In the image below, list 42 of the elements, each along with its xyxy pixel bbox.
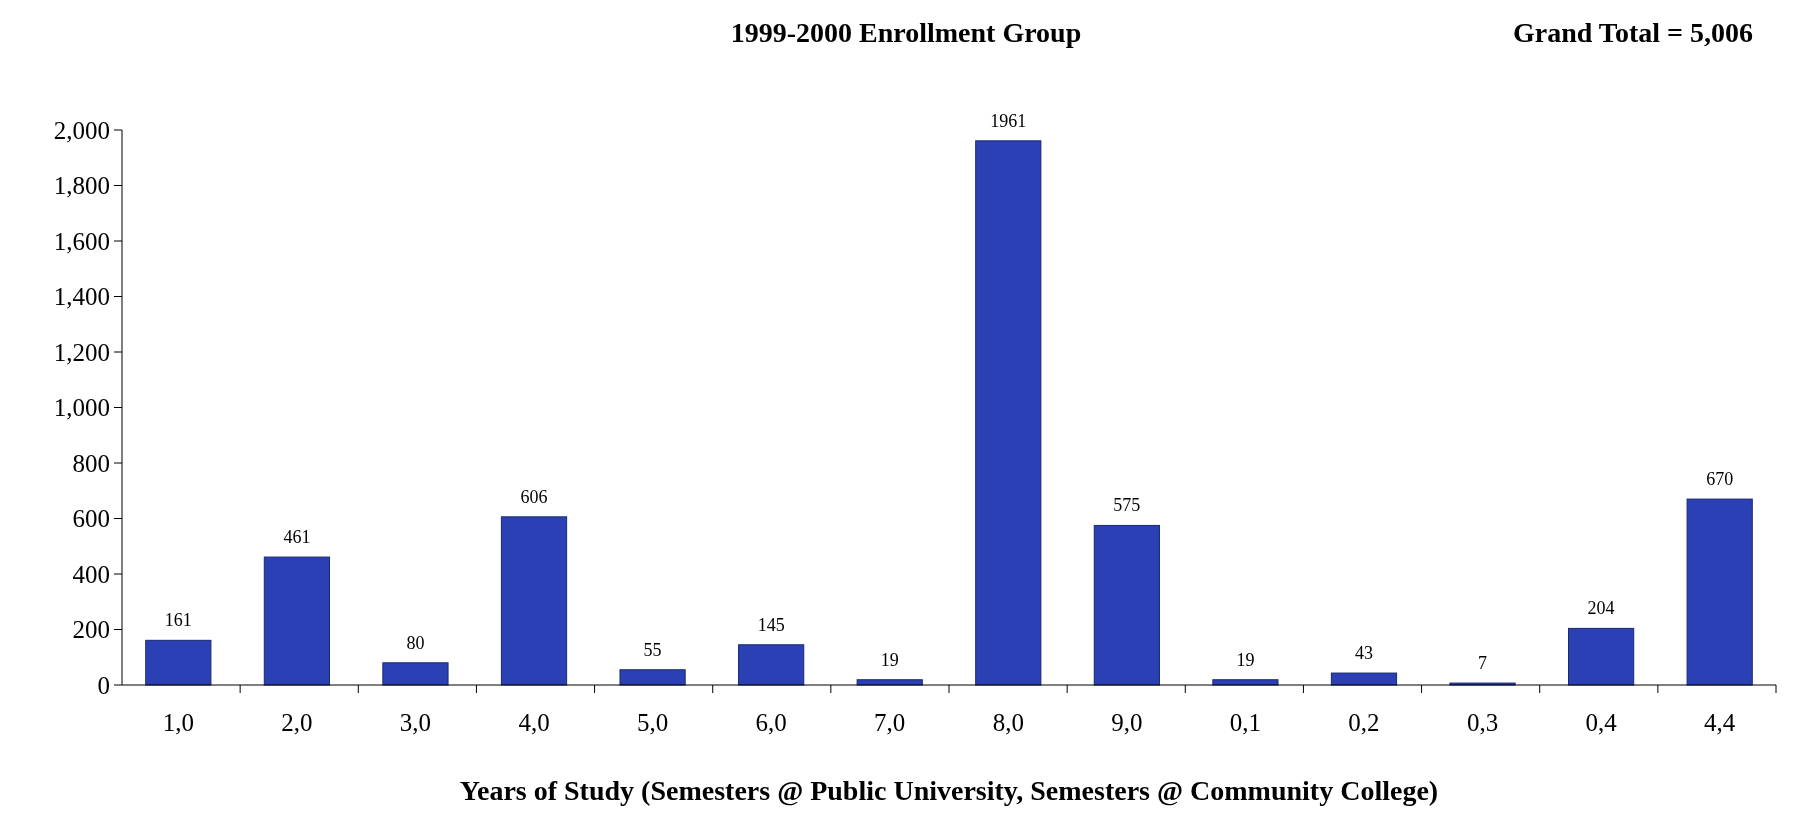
x-tick-label: 4,4 xyxy=(1704,709,1736,736)
x-tick-label: 5,0 xyxy=(636,709,669,736)
data-label: 461 xyxy=(283,527,311,548)
text: Grand Total = 5,006 xyxy=(1512,17,1753,48)
data-label: 55 xyxy=(643,639,662,660)
y-tick-label: 0 xyxy=(97,671,110,699)
data-label: 575 xyxy=(1113,495,1141,516)
data-label: 19 xyxy=(1236,649,1255,670)
data-label: 19 xyxy=(880,649,899,670)
data-label: 161 xyxy=(164,610,192,631)
x-tick-label: 3,0 xyxy=(399,709,432,736)
x-tick-label: 9,0 xyxy=(1111,709,1143,736)
x-tick-label: 0,2 xyxy=(1348,709,1380,736)
x-tick-label: 0,4 xyxy=(1585,709,1618,736)
x-tick-label: 8,0 xyxy=(992,709,1024,736)
x-tick-label: 0,1 xyxy=(1229,709,1262,736)
y-tick-label: 1,000 xyxy=(53,394,110,422)
data-label: 606 xyxy=(520,486,548,507)
x-tick-label: 2,0 xyxy=(281,709,313,736)
x-tick-label: 0,3 xyxy=(1466,709,1499,736)
data-label: 670 xyxy=(1706,469,1734,490)
data-label: 7 xyxy=(1478,653,1488,674)
x-tick-label: 1,0 xyxy=(162,709,194,736)
y-tick-label: 400 xyxy=(72,560,110,588)
data-label: 204 xyxy=(1587,598,1615,619)
y-tick-label: 1,800 xyxy=(53,172,110,200)
data-label: 43 xyxy=(1354,643,1373,664)
y-tick-label: 2,000 xyxy=(53,116,110,144)
y-tick-label: 1,600 xyxy=(53,227,110,255)
y-tick-label: 1,400 xyxy=(53,283,110,311)
y-tick-label: 200 xyxy=(72,616,110,644)
x-axis-title: Years of Study (Semesters @ Public University, Semesters @ Community College) xyxy=(459,775,1439,806)
y-tick-label: 800 xyxy=(72,449,110,477)
y-tick-label: 1,200 xyxy=(53,338,110,366)
y-tick-label: 600 xyxy=(72,505,110,533)
chart-title: 1999-2000 Enrollment Group xyxy=(730,17,1082,48)
data-label: 145 xyxy=(757,614,785,635)
x-tick-label: 6,0 xyxy=(755,709,787,736)
x-tick-label: 7,0 xyxy=(874,709,906,736)
data-label: 1961 xyxy=(990,110,1027,131)
data-label: 80 xyxy=(406,632,425,653)
x-tick-label: 4,0 xyxy=(518,709,550,736)
